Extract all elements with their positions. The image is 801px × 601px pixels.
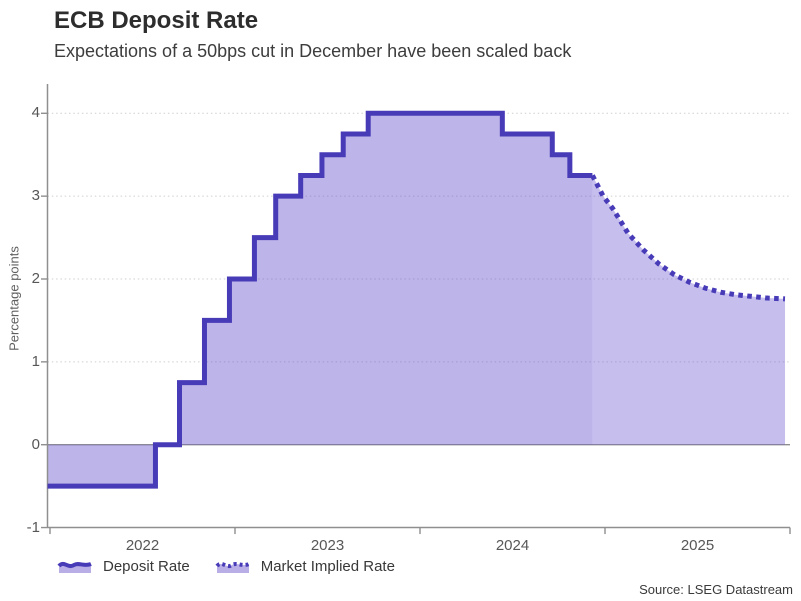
y-tick-label: 2 — [31, 270, 40, 287]
x-tick-label: 2025 — [680, 537, 715, 554]
y-tick-label: -1 — [26, 518, 40, 536]
implied-rate-area — [592, 175, 786, 445]
legend-label: Deposit Rate — [103, 557, 190, 575]
y-tick-label: 4 — [31, 104, 40, 122]
legend: Deposit Rate Market Implied Rate — [56, 557, 419, 575]
deposit-rate-legend-icon — [57, 561, 92, 573]
legend-label: Market Implied Rate — [260, 557, 395, 575]
implied-rate-line — [590, 174, 786, 302]
legend-item-deposit-rate: Deposit Rate — [56, 557, 190, 575]
x-tick-label: 2022 — [125, 537, 160, 554]
legend-icon-line — [57, 561, 92, 568]
x-tick-label: 2023 — [310, 537, 345, 554]
deposit-rate-line — [47, 110, 593, 489]
y-tick-label: 1 — [31, 352, 40, 370]
y-tick-label: 0 — [31, 435, 40, 453]
chart-title: ECB Deposit Rate — [54, 7, 259, 34]
x-tick-label: 2024 — [495, 537, 530, 554]
y-tick-label: 3 — [31, 187, 40, 205]
deposit-rate-area — [47, 113, 593, 487]
chart-subtitle: Expectations of a 50bps cut in December … — [54, 41, 572, 61]
source-attribution: Source: LSEG Datastream — [639, 582, 793, 597]
legend-item-market-implied-rate: Market Implied Rate — [214, 557, 395, 575]
market-implied-legend-icon — [215, 561, 250, 573]
legend-icon-fill — [216, 563, 249, 573]
